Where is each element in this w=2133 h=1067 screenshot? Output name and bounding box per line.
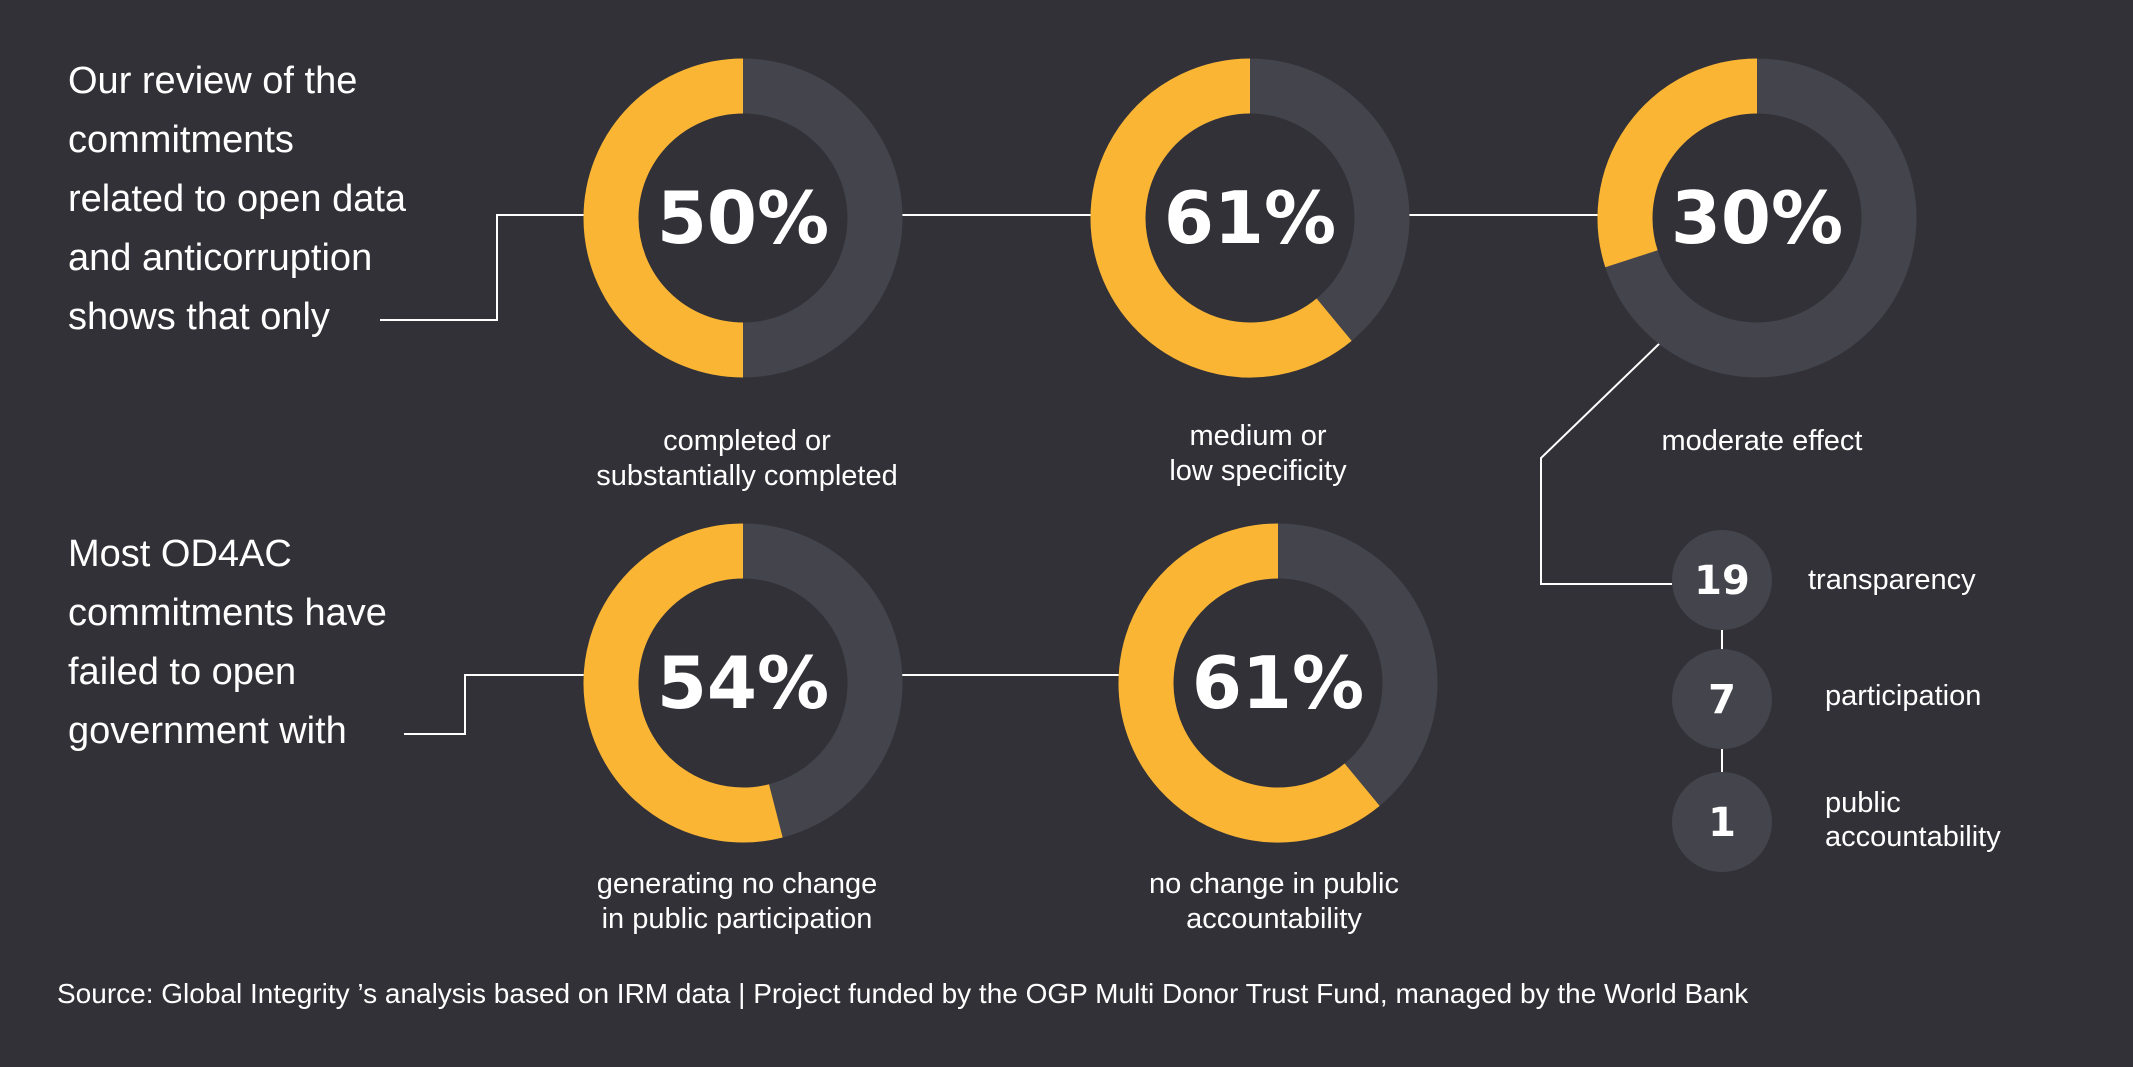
bubble-count: 19 <box>1694 558 1750 604</box>
donut-value-arc <box>583 58 744 378</box>
intro-bottom-text: Most OD4AC commitments have failed to op… <box>68 533 387 752</box>
donut-percent-label: 30% <box>1671 176 1843 260</box>
donut-percent-label: 54% <box>657 641 829 725</box>
breakdown-label-transparency: transparency <box>1808 564 1976 596</box>
donut-percent-label: 61% <box>1164 176 1336 260</box>
breakdown-label-participation: participation <box>1825 680 1982 712</box>
connector-intro-bottom <box>404 674 585 735</box>
source-note: Source: Global Integrity ’s analysis bas… <box>57 978 1749 1009</box>
donut-4: 54% <box>583 523 903 843</box>
bubble-circle <box>1672 530 1772 630</box>
donut-caption-2: medium or low specificity <box>1169 420 1347 487</box>
donut-caption-5: no change in public accountability <box>1149 868 1399 935</box>
bubble-count: 7 <box>1708 677 1736 723</box>
bubble-circle <box>1672 649 1772 749</box>
donut-value-arc <box>583 523 783 843</box>
donut-percent-label: 50% <box>657 176 829 260</box>
donut-caption-1: completed or substantially completed <box>596 425 898 492</box>
donut-caption-3: moderate effect <box>1661 425 1863 457</box>
donut-charts: 50% 61% 30% 54% 61% <box>583 58 1917 843</box>
donut-value-arc <box>1118 523 1380 843</box>
donut-5: 61% <box>1118 523 1438 843</box>
connector-intro-top <box>380 214 585 321</box>
breakdown-bubble-3: 1 <box>1672 772 1772 872</box>
breakdown-bubble-1: 19 <box>1672 530 1772 630</box>
donut-2: 61% <box>1090 58 1410 378</box>
intro-top-text: Our review of the commitments related to… <box>68 60 407 338</box>
connector-lines <box>380 214 1723 774</box>
donut-percent-label: 61% <box>1192 641 1364 725</box>
breakdown-label-public-accountability: public accountability <box>1825 787 2001 853</box>
donut-caption-4: generating no change in public participa… <box>596 868 878 935</box>
donut-value-arc <box>1090 58 1352 378</box>
donut-value-arc <box>1597 58 1758 268</box>
donut-1: 50% <box>583 58 903 378</box>
connector-donut-3-breakdown <box>1540 342 1672 585</box>
bubble-count: 1 <box>1708 800 1736 846</box>
breakdown-bubble-2: 7 <box>1672 649 1772 749</box>
donut-3: 30% <box>1597 58 1917 378</box>
bubble-circle <box>1672 772 1772 872</box>
